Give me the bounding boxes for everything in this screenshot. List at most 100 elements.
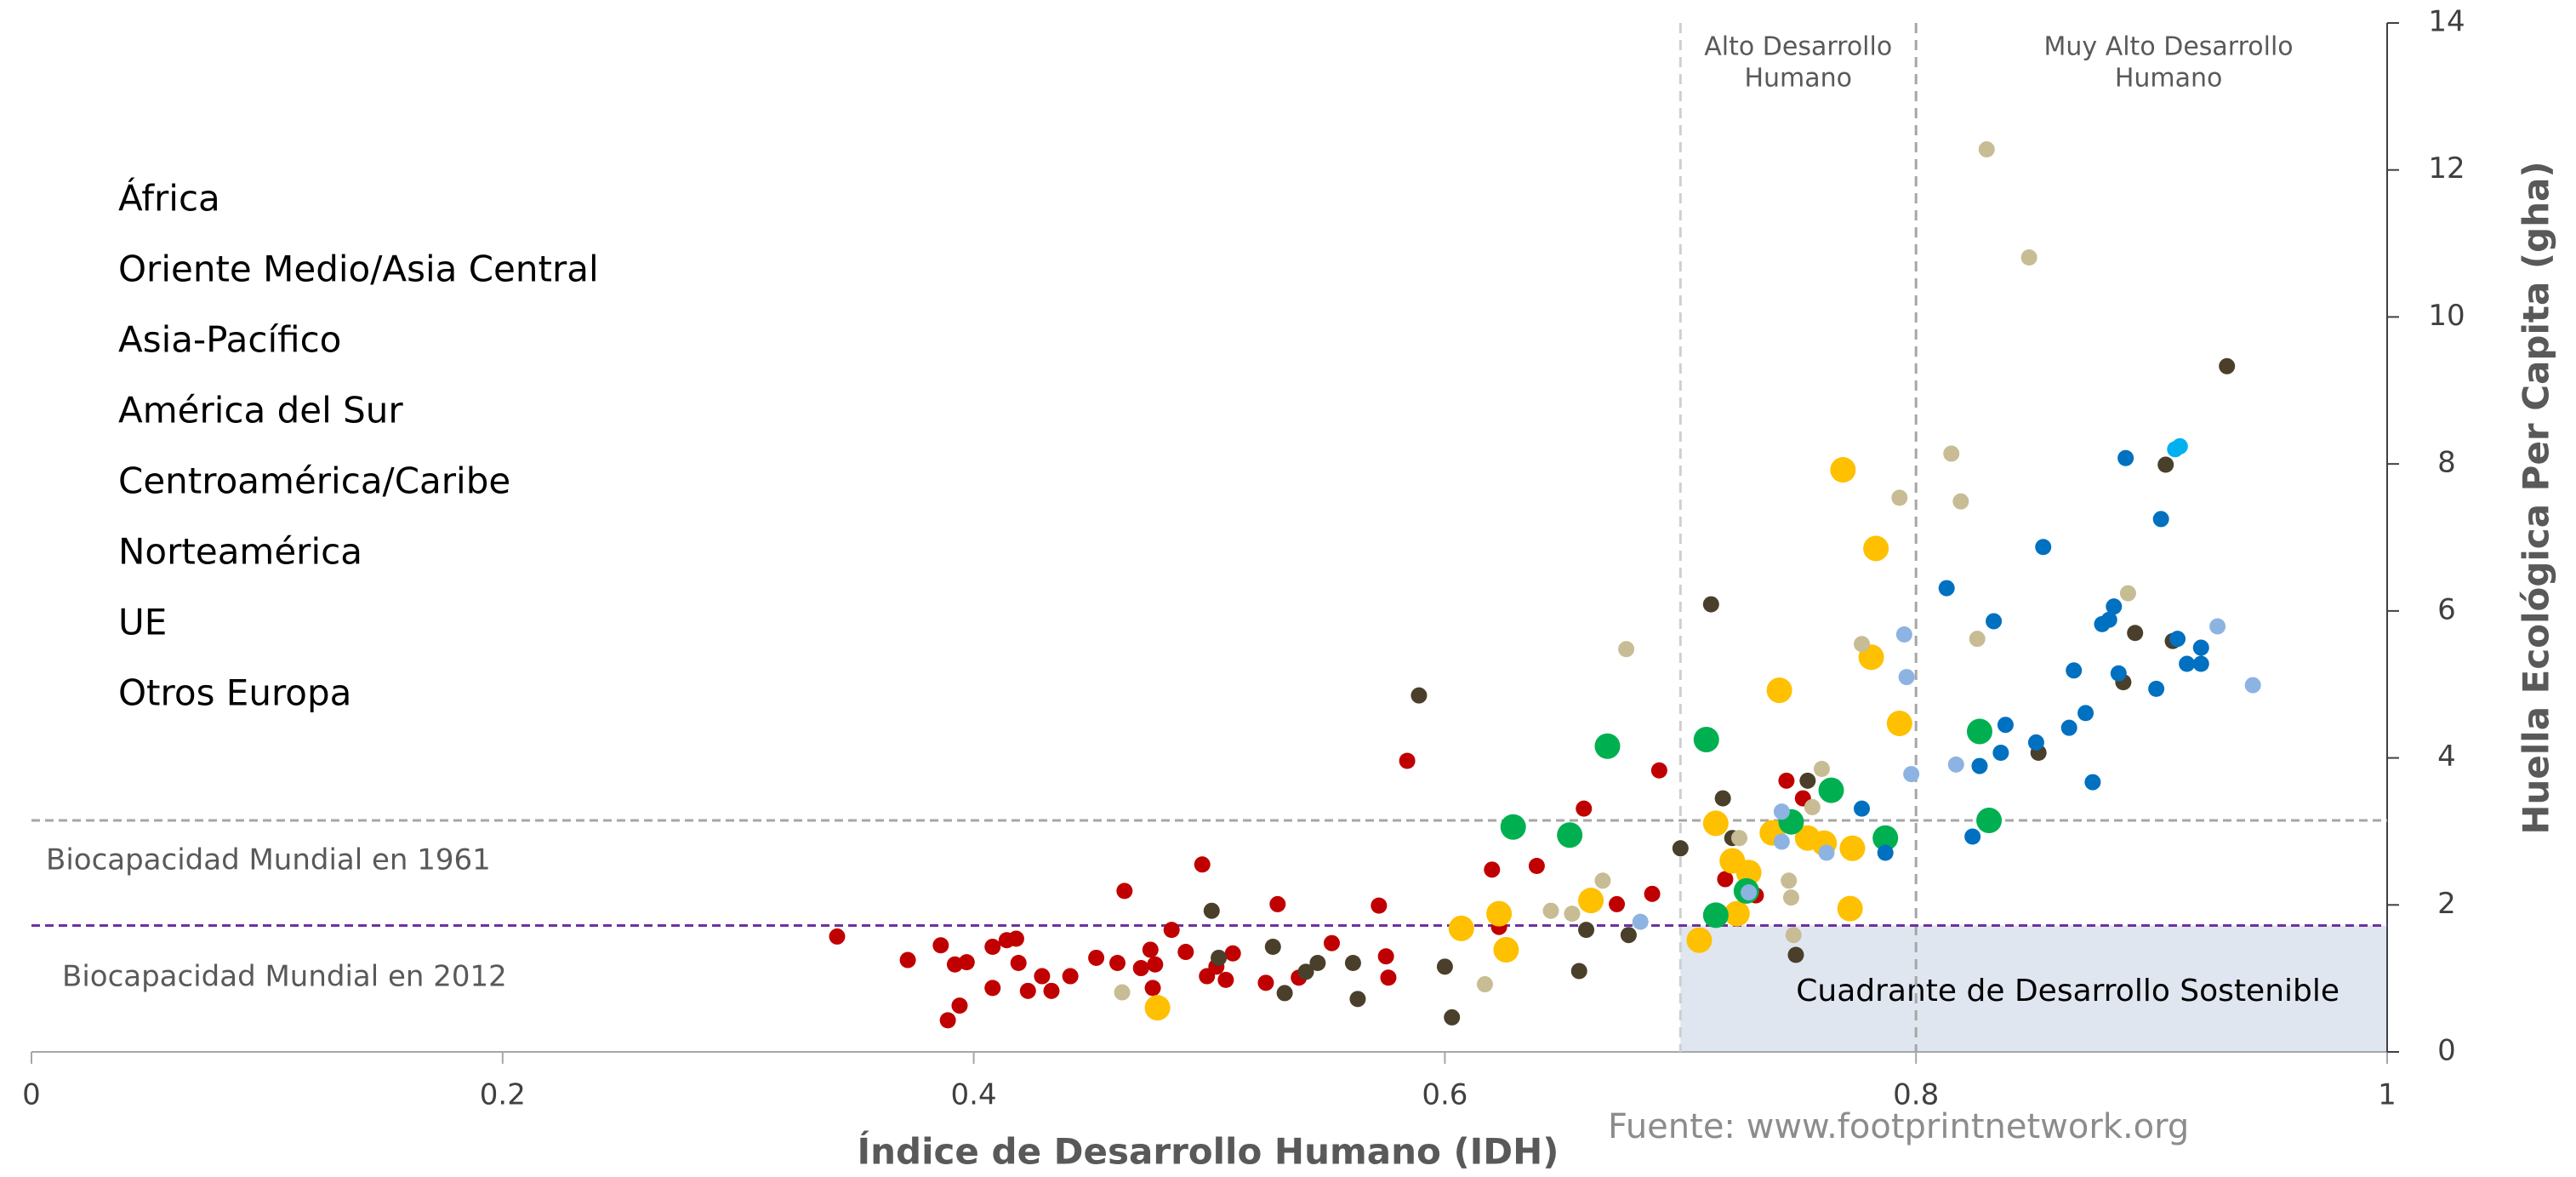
point <box>1500 814 1526 840</box>
point <box>1344 955 1361 972</box>
point <box>1371 897 1388 914</box>
point <box>1062 968 1079 985</box>
y-tick-label: 14 <box>2428 5 2465 39</box>
point <box>1264 939 1281 956</box>
point <box>951 997 968 1014</box>
h-reference-label: Biocapacidad Mundial en 2012 <box>62 960 507 994</box>
point <box>1144 980 1161 997</box>
point <box>2110 665 2127 682</box>
point <box>1436 958 1453 975</box>
point <box>1781 872 1798 889</box>
point <box>1938 580 1955 597</box>
point <box>2106 598 2123 615</box>
legend-entry: Centroamérica/Caribe <box>118 460 510 502</box>
point <box>1818 777 1844 803</box>
point <box>1971 757 1988 774</box>
point <box>1349 991 1366 1008</box>
point <box>1785 927 1802 944</box>
point <box>1895 626 1912 643</box>
point <box>2209 618 2226 635</box>
point <box>1782 889 1799 906</box>
y-tick-label: 2 <box>2437 887 2456 921</box>
point <box>1854 800 1871 817</box>
point <box>2169 631 2186 648</box>
point <box>1297 963 1314 980</box>
x-tick-label: 0.6 <box>1422 1078 1468 1112</box>
point <box>1177 944 1194 961</box>
point <box>1886 710 1912 736</box>
point <box>1618 641 1635 658</box>
point <box>2077 705 2094 722</box>
point <box>1839 835 1866 861</box>
point <box>1702 902 1729 928</box>
legend-entry: Asia-Pacífico <box>118 319 341 361</box>
point <box>1578 922 1595 939</box>
point <box>1411 687 1428 704</box>
point <box>1804 798 1821 815</box>
point <box>1787 946 1804 963</box>
point <box>1891 489 1908 506</box>
point <box>1969 631 1986 648</box>
legend-entry: Oriente Medio/Asia Central <box>118 249 599 290</box>
point <box>2192 655 2209 672</box>
point <box>1702 810 1729 837</box>
point <box>1570 963 1587 980</box>
point <box>1686 927 1713 953</box>
point <box>1978 141 1995 158</box>
x-axis-label: Índice de Desarrollo Humano (IDH) <box>858 1130 1559 1173</box>
point <box>2119 585 2136 602</box>
y-axis-label: Huella Ecológica Per Capita (gha) <box>2516 161 2557 834</box>
point <box>1830 457 1856 483</box>
point <box>1542 902 1559 919</box>
point <box>1966 718 1992 745</box>
point <box>1257 974 1274 991</box>
point <box>2035 539 2052 556</box>
point <box>1947 756 1964 773</box>
legend-entry: Otros Europa <box>118 672 351 714</box>
point <box>1773 803 1790 820</box>
point <box>829 928 846 945</box>
point <box>1731 830 1748 847</box>
point <box>2148 680 2165 697</box>
v-reference-label: Muy Alto Desarrollo <box>2044 32 2294 62</box>
point <box>1377 948 1394 965</box>
point <box>1116 883 1133 900</box>
point <box>2084 774 2101 791</box>
x-tick-label: 0 <box>22 1078 41 1112</box>
point <box>1818 844 1835 861</box>
point <box>2027 734 2044 751</box>
point <box>1778 772 1795 789</box>
point <box>1269 895 1286 912</box>
point <box>1217 971 1234 988</box>
point <box>2020 249 2037 266</box>
point <box>2117 449 2134 466</box>
point <box>1010 955 1027 972</box>
point <box>1741 884 1758 901</box>
point <box>1813 761 1830 778</box>
point <box>1714 790 1731 807</box>
point <box>1952 493 1969 510</box>
point <box>2060 719 2077 736</box>
point <box>1557 822 1583 848</box>
point <box>1276 985 1293 1002</box>
point <box>1476 976 1493 993</box>
point <box>1976 807 2003 833</box>
point <box>1380 969 1397 986</box>
point <box>1702 596 1719 613</box>
point <box>1194 856 1211 873</box>
point <box>1484 861 1501 878</box>
h-reference-label: Biocapacidad Mundial en 1961 <box>46 843 491 877</box>
point <box>1019 982 1036 999</box>
x-tick-label: 0.2 <box>480 1078 526 1112</box>
y-tick-label: 10 <box>2428 299 2465 333</box>
point <box>1872 825 1899 851</box>
point <box>1943 445 1960 462</box>
point <box>1444 1008 1461 1026</box>
point <box>1799 772 1816 789</box>
point <box>2127 625 2144 642</box>
point <box>1724 900 1750 927</box>
point <box>1594 872 1611 889</box>
point <box>1043 982 1060 999</box>
y-tick-label: 6 <box>2437 592 2456 626</box>
point <box>1576 800 1593 817</box>
